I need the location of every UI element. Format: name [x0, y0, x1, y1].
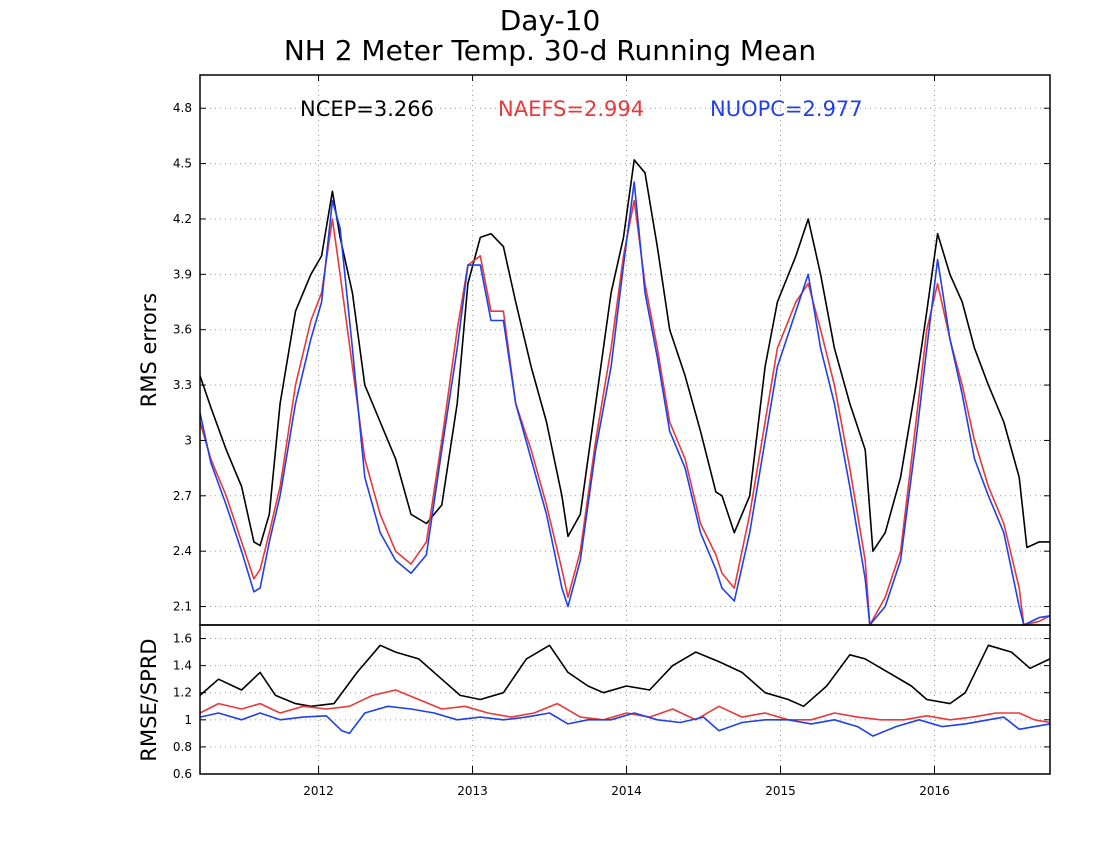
top-panel-yticks: 4.8 4.5 4.2 3.9 3.6 3.3 3 2.7 2.4 2.1 [173, 101, 1050, 614]
x-axis-ticks: 2012 2013 2014 2015 2016 [303, 75, 950, 798]
top-ytick-label: 2.1 [173, 600, 192, 614]
bottom-ytick-label: 0.6 [173, 767, 192, 781]
bottom-ytick-label: 1.2 [173, 686, 192, 700]
annotation-naefs: NAEFS=2.994 [498, 97, 644, 121]
bottom-panel-yticks: 1.6 1.4 1.2 1 0.8 0.6 [173, 632, 1050, 781]
top-panel-series [199, 159, 1051, 626]
top-ytick-label: 4.8 [173, 101, 192, 115]
xtick-label: 2012 [303, 784, 334, 798]
bottom-panel-frame [199, 624, 1051, 775]
top-ytick-label: 2.4 [173, 544, 192, 558]
bottom-ytick-label: 1 [184, 713, 192, 727]
top-series-naefs [199, 199, 1051, 626]
top-panel-grid [200, 75, 1050, 625]
xtick-label: 2015 [765, 784, 796, 798]
bottom-series-nuopc [199, 705, 1051, 737]
bottom-ytick-label: 1.4 [173, 659, 192, 673]
annotation-ncep: NCEP=3.266 [300, 97, 434, 121]
top-panel-frame [199, 74, 1051, 626]
top-ytick-label: 3.9 [173, 267, 192, 281]
top-ytick-label: 3.3 [173, 378, 192, 392]
bottom-panel-series [199, 644, 1051, 737]
bottom-series-naefs [199, 689, 1051, 724]
top-ytick-label: 2.7 [173, 489, 192, 503]
bottom-ytick-label: 1.6 [173, 632, 192, 646]
xtick-label: 2014 [611, 784, 642, 798]
annotation-nuopc: NUOPC=2.977 [710, 97, 863, 121]
chart-title: Day-10 [499, 4, 601, 37]
bottom-series-ncep [199, 644, 1051, 708]
top-y-axis-label: RMS errors [137, 293, 161, 408]
top-series-ncep [199, 159, 1050, 553]
xtick-label: 2016 [919, 784, 950, 798]
top-ytick-label: 3.6 [173, 323, 192, 337]
top-ytick-label: 4.2 [173, 212, 192, 226]
top-ytick-label: 3 [184, 433, 192, 447]
bottom-ytick-label: 0.8 [173, 740, 192, 754]
chart-subtitle: NH 2 Meter Temp. 30-d Running Mean [283, 34, 817, 67]
xtick-label: 2013 [457, 784, 488, 798]
top-ytick-label: 4.5 [173, 157, 192, 171]
bottom-y-axis-label: RMSE/SPRD [137, 638, 161, 761]
top-series-nuopc [199, 181, 1051, 626]
bottom-panel-grid [200, 625, 1050, 774]
